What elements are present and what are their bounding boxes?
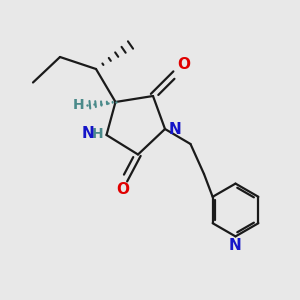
Text: N: N <box>229 238 242 253</box>
Text: O: O <box>177 57 190 72</box>
Text: H: H <box>92 127 103 140</box>
Text: N: N <box>81 126 94 141</box>
Text: O: O <box>116 182 130 196</box>
Text: H: H <box>72 98 84 112</box>
Text: N: N <box>169 122 181 136</box>
